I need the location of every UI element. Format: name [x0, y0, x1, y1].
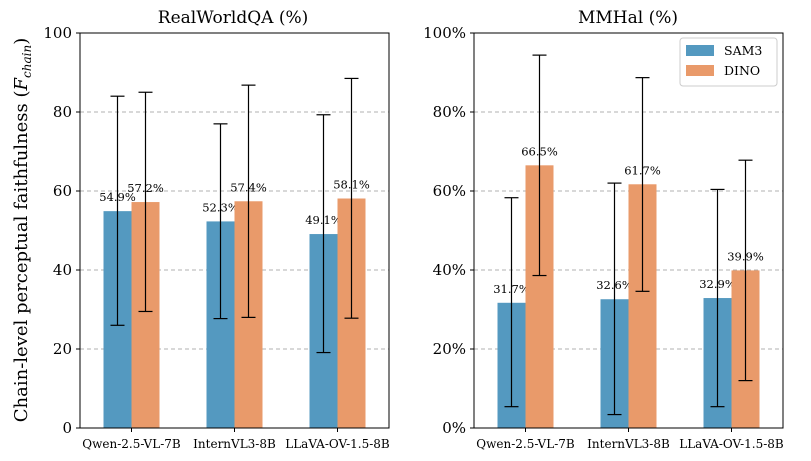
realworldqa-data-label-dino: 57.4%	[230, 180, 267, 194]
realworldqa-y-tick-label: 100	[43, 24, 72, 42]
legend-label-dino: DINO	[724, 63, 760, 78]
legend-swatch-dino	[686, 65, 714, 76]
realworldqa-title: RealWorldQA (%)	[158, 8, 308, 28]
realworldqa-data-label-sam3: 49.1%	[305, 213, 342, 227]
mmhal-x-tick-label: LLaVA-OV-1.5-8B	[679, 437, 784, 451]
realworldqa-panel: RealWorldQA (%) 0 20 40 60 80 100 54.9% 52.3% 49…	[43, 8, 390, 451]
mmhal-data-label-sam3: 32.9%	[699, 277, 736, 291]
mmhal-data-label-sam3: 31.7%	[493, 282, 530, 296]
mmhal-y-tick-label: 0%	[442, 419, 466, 437]
mmhal-data-label-dino: 61.7%	[624, 163, 661, 177]
mmhal-data-label-dino: 66.5%	[521, 144, 558, 158]
mmhal-x-tick-label: InternVL3-8B	[587, 437, 670, 451]
mmhal-legend: SAM3 DINO	[679, 37, 778, 87]
y-axis-label-symbol: F	[11, 76, 32, 91]
y-axis-label-text: Chain-level perceptual faithfulness (	[11, 90, 32, 422]
mmhal-plot-frame	[473, 32, 784, 429]
mmhal-title: MMHal (%)	[578, 8, 678, 28]
mmhal-x-tick-label: Qwen-2.5-VL-7B	[476, 437, 575, 451]
realworldqa-y-tick-label: 80	[53, 103, 72, 121]
y-axis-label: Chain-level perceptual faithfulness (Fch…	[11, 38, 34, 422]
realworldqa-x-tick-label: Qwen-2.5-VL-7B	[82, 437, 181, 451]
realworldqa-x-tick-label: InternVL3-8B	[193, 437, 276, 451]
legend-label-sam3: SAM3	[724, 43, 762, 58]
realworldqa-y-tick-label: 20	[53, 340, 72, 358]
legend-swatch-sam3	[686, 45, 714, 56]
mmhal-y-tick-label: 100%	[423, 24, 466, 42]
mmhal-y-tick-label: 80%	[433, 103, 466, 121]
mmhal-y-tick-label: 40%	[433, 261, 466, 279]
mmhal-data-label-sam3: 32.6%	[596, 278, 633, 292]
realworldqa-data-label-dino: 58.1%	[333, 178, 370, 192]
realworldqa-data-label-sam3: 54.9%	[99, 190, 136, 204]
mmhal-panel: MMHal (%) 0% 20% 40% 60% 80% 100% 31.7% 32.6% 32…	[423, 8, 784, 451]
realworldqa-data-label-dino: 57.2%	[127, 181, 164, 195]
realworldqa-data-label-sam3: 52.3%	[202, 200, 239, 214]
realworldqa-y-tick-label: 60	[53, 182, 72, 200]
realworldqa-plot-frame	[79, 32, 390, 429]
realworldqa-y-tick-label: 40	[53, 261, 72, 279]
realworldqa-y-tick-label: 0	[62, 419, 72, 437]
realworldqa-x-tick-label: LLaVA-OV-1.5-8B	[285, 437, 390, 451]
mmhal-data-label-dino: 39.9%	[727, 249, 764, 263]
y-axis-label-subscript: chain	[20, 45, 34, 78]
mmhal-y-tick-label: 60%	[433, 182, 466, 200]
mmhal-y-tick-label: 20%	[433, 340, 466, 358]
y-axis-label-close: )	[11, 38, 32, 45]
